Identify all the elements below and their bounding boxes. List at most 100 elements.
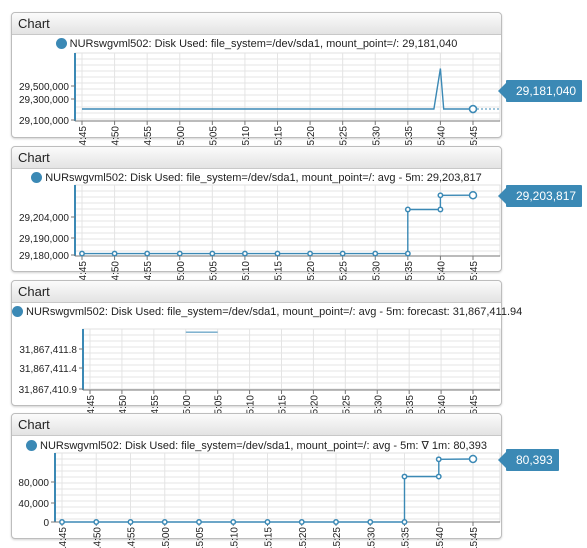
chart-widget-2: Chart NURswgvml502: Disk Used: file_syst… — [11, 146, 502, 286]
data-point — [264, 519, 271, 525]
plot-area — [54, 452, 501, 523]
y-tick-label: 29,500,000 — [19, 82, 69, 93]
line-chart[interactable]: 31,867,411.8 31,867,411.4 31,867,410.9 14:4… — [12, 303, 501, 420]
x-tick-label: 15:20 — [306, 261, 317, 286]
data-point — [404, 206, 411, 213]
x-tick-label: 15:45 — [469, 527, 480, 548]
x-tick-label: 15:30 — [371, 126, 382, 151]
x-tick-label: 15:30 — [371, 261, 382, 286]
legend-marker-icon — [31, 172, 43, 183]
line-chart[interactable]: 80,000 40,000 0 14:45 14:50 14:55 15:00 15:05 15… — [12, 436, 501, 548]
x-tick-label: 15:40 — [436, 126, 447, 151]
data-point — [111, 250, 118, 257]
widget-title: Chart — [12, 147, 501, 169]
last-value-badge: 80,393 — [498, 449, 559, 471]
x-tick-label: 15:15 — [274, 126, 285, 151]
x-tick-label: 15:20 — [298, 527, 309, 548]
x-tick-label: 15:05 — [208, 261, 219, 286]
series-line — [82, 68, 473, 110]
x-tick-label: 14:50 — [111, 261, 122, 286]
plot-area — [74, 52, 501, 122]
chart-legend[interactable]: NURswgvml502: Disk Used: file_system=/de… — [12, 38, 501, 50]
data-point — [435, 473, 442, 480]
data-point — [401, 473, 408, 480]
widget-title: Chart — [12, 281, 501, 303]
data-point — [209, 250, 216, 257]
widget-title: Chart — [12, 13, 501, 35]
y-tick-label: 80,000 — [18, 478, 49, 489]
y-tick-label: 29,190,000 — [19, 234, 69, 245]
x-tick-label: 15:05 — [208, 126, 219, 151]
data-point — [93, 519, 100, 525]
data-point — [196, 519, 202, 525]
x-tick-label: 14:50 — [118, 395, 129, 420]
y-tick-label: 29,300,000 — [19, 95, 69, 106]
x-tick-label: 14:45 — [78, 261, 89, 286]
data-point — [161, 519, 168, 525]
y-tick-label: 31,867,411.4 — [19, 364, 77, 375]
last-value-badge: 29,181,040 — [497, 80, 583, 102]
x-tick-label: 15:00 — [176, 261, 187, 286]
line-chart[interactable]: 29,500,000 29,300,000 29,100,000 14:45 14:50… — [12, 35, 501, 151]
x-tick-label: 15:35 — [401, 527, 412, 548]
chart-legend[interactable]: NURswgvml502: Disk Used: file_system=/de… — [12, 306, 522, 318]
data-point — [339, 250, 346, 257]
x-tick-label: 15:30 — [373, 395, 384, 420]
legend-marker-icon — [55, 38, 67, 49]
data-point — [127, 519, 134, 525]
line-chart[interactable]: 29,204,000 29,190,000 29,180,000 14:45 14:50… — [12, 169, 501, 286]
x-tick-label: 14:50 — [111, 126, 122, 151]
x-tick-label: 15:15 — [264, 527, 275, 548]
x-tick-label: 15:00 — [176, 126, 187, 151]
y-tick-label: 40,000 — [18, 499, 49, 510]
data-point — [59, 519, 65, 525]
x-tick-label: 15:25 — [339, 261, 350, 286]
x-tick-label: 14:45 — [78, 126, 89, 151]
data-point — [435, 456, 442, 463]
chart-legend[interactable]: NURswgvml502: Disk Used: file_system=/de… — [12, 439, 501, 452]
data-point — [298, 519, 305, 525]
x-tick-label: 14:55 — [143, 126, 154, 151]
x-tick-label: 15:10 — [229, 527, 240, 548]
y-tick-label: 31,867,410.9 — [19, 385, 78, 396]
x-tick-label: 15:35 — [404, 261, 415, 286]
x-tick-label: 15:25 — [339, 126, 350, 151]
x-tick-label: 15:05 — [195, 527, 206, 548]
x-tick-label: 15:40 — [436, 261, 447, 286]
x-tick-label: 15:25 — [332, 527, 343, 548]
legend-marker-icon — [26, 440, 38, 451]
widget-title: Chart — [12, 414, 501, 436]
data-point — [468, 190, 478, 200]
x-tick-label: 15:10 — [241, 261, 252, 286]
x-tick-label: 15:45 — [469, 395, 480, 420]
x-tick-label: 15:00 — [182, 395, 193, 420]
data-point — [372, 250, 379, 257]
y-tick-label: 31,867,411.8 — [19, 345, 77, 356]
x-tick-label: 15:05 — [214, 395, 225, 420]
x-tick-label: 14:55 — [150, 395, 161, 420]
legend-label: NURswgvml502: Disk Used: file_system=/de… — [26, 306, 523, 318]
x-tick-label: 15:45 — [469, 126, 480, 151]
chart-widget-3: Chart NURswgvml502: Disk Used: file_syst… — [11, 280, 522, 420]
data-point — [230, 519, 237, 525]
data-point — [274, 250, 281, 257]
data-point — [367, 519, 374, 525]
x-tick-label: 15:15 — [274, 261, 285, 286]
data-point — [401, 519, 408, 525]
x-tick-label: 14:45 — [86, 395, 97, 420]
data-point — [468, 454, 478, 464]
legend-label: NURswgvml502: Disk Used: file_system=/de… — [40, 440, 487, 452]
x-tick-label: 15:40 — [435, 527, 446, 548]
x-tick-label: 15:35 — [405, 395, 416, 420]
x-tick-label: 15:10 — [241, 126, 252, 151]
x-tick-label: 15:40 — [437, 395, 448, 420]
chart-legend[interactable]: NURswgvml502: Disk Used: file_system=/de… — [12, 172, 501, 184]
x-tick-label: 14:55 — [143, 261, 154, 286]
data-point — [176, 250, 183, 257]
chart-body: NURswgvml502: Disk Used: file_system=/de… — [12, 436, 501, 548]
x-tick-label: 15:15 — [278, 395, 289, 420]
x-tick-label: 15:10 — [246, 395, 257, 420]
x-tick-label: 14:55 — [127, 527, 138, 548]
data-point — [437, 192, 444, 199]
data-point — [333, 519, 339, 525]
